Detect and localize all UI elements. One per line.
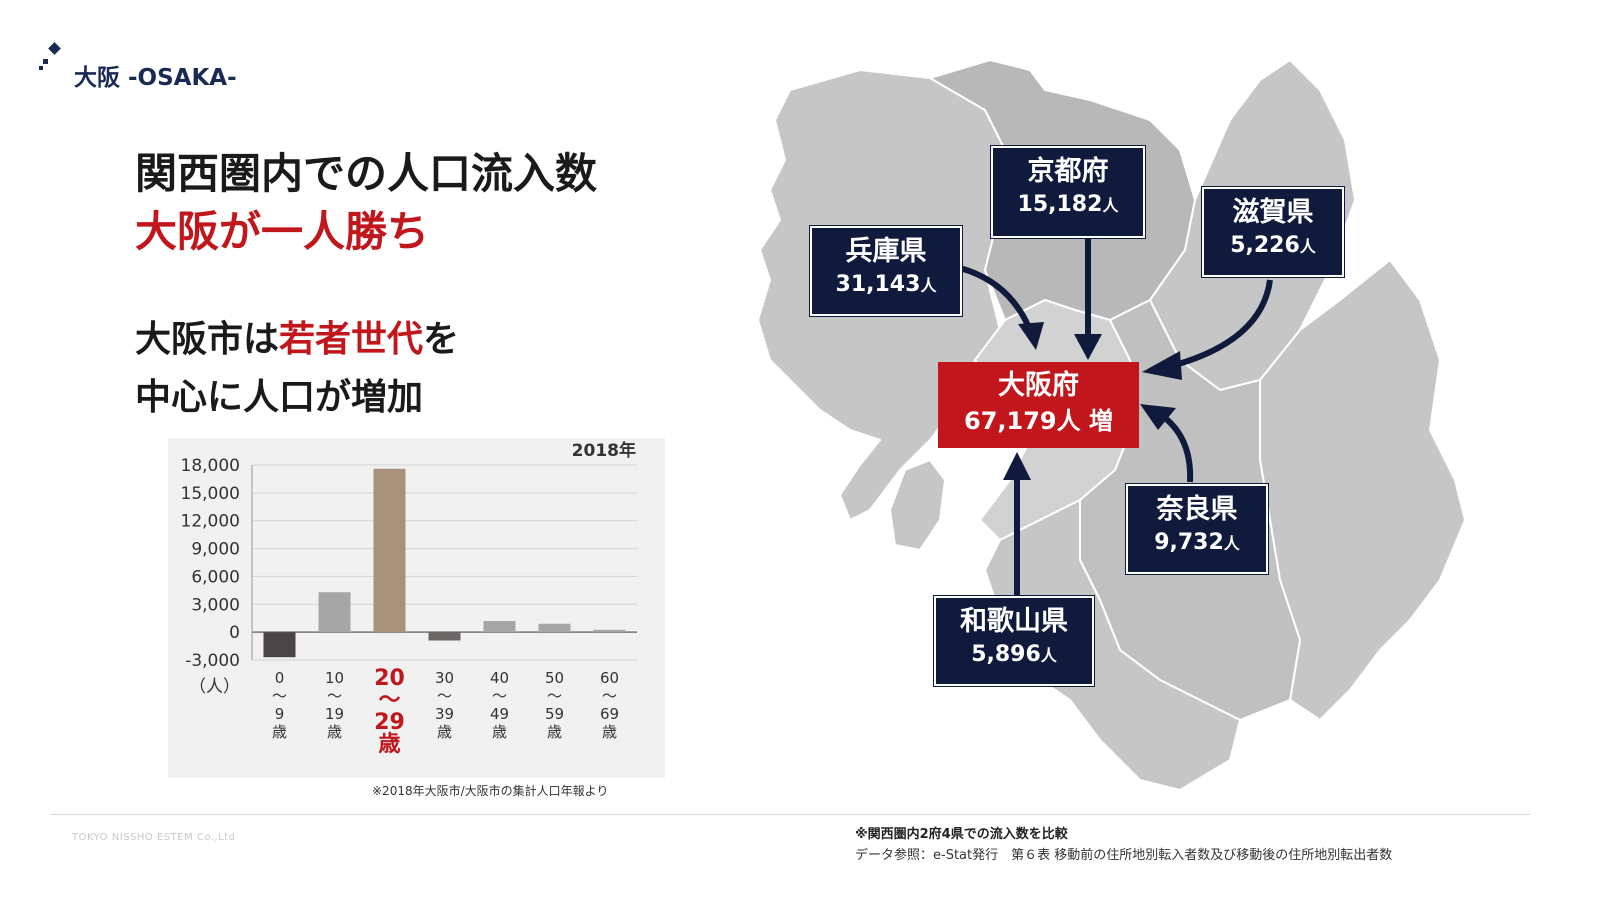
x-tick-label: 〜 <box>378 688 400 713</box>
y-tick-label: 6,000 <box>191 567 240 587</box>
x-tick-label: 〜 <box>327 687 342 705</box>
x-tick-label: 19 <box>325 705 344 723</box>
region-box-osaka: 大阪府 67,179人 増 <box>938 362 1139 448</box>
chart-bar <box>428 632 461 641</box>
region-unit-wakayama: 人 <box>1040 646 1057 665</box>
region-name-wakayama: 和歌山県 <box>960 606 1068 637</box>
region-value-shiga: 5,226 <box>1230 233 1300 258</box>
x-tick-label: 〜 <box>602 687 617 705</box>
x-tick-label: 69 <box>600 705 619 723</box>
chart-bar <box>373 468 406 633</box>
x-tick-label: 〜 <box>272 687 287 705</box>
y-tick-label: 3,000 <box>191 595 240 615</box>
x-tick-label: 40 <box>490 669 509 687</box>
region-box-wakayama: 和歌山県 5,896人 <box>934 596 1094 686</box>
x-tick-label: 歳 <box>492 723 507 741</box>
y-tick-label: 12,000 <box>181 512 240 532</box>
x-tick-label: 〜 <box>492 687 507 705</box>
x-tick-label: 歳 <box>272 723 287 741</box>
region-box-nara: 奈良県 9,732人 <box>1126 484 1268 574</box>
x-tick-label: 歳 <box>378 732 400 757</box>
chart-bar <box>593 629 626 633</box>
region-value-kyoto: 15,182 <box>1017 192 1103 217</box>
x-tick-label: 10 <box>325 669 344 687</box>
region-value-hyogo: 31,143 <box>835 272 921 297</box>
subhead-part2: を <box>423 319 460 360</box>
chart-bar <box>318 592 351 633</box>
x-tick-label: 9 <box>275 705 285 723</box>
region-unit-nara: 人 <box>1223 534 1240 553</box>
x-tick-label: 50 <box>545 669 564 687</box>
x-tick-label: 60 <box>600 669 619 687</box>
region-name-osaka: 大阪府 <box>998 370 1079 401</box>
headline-line2: 大阪が一人勝ち <box>135 207 430 256</box>
arrow-shiga <box>1174 279 1273 368</box>
chart-panel <box>168 438 665 778</box>
subhead-part1: 大阪市は <box>135 319 280 360</box>
chart-bar <box>538 623 571 633</box>
arrowhead-kyoto <box>1074 334 1102 360</box>
x-tick-label: 〜 <box>437 687 452 705</box>
y-tick-label: 9,000 <box>191 540 240 560</box>
region-unit-kyoto: 人 <box>1102 196 1119 215</box>
y-tick-label: -3,000 <box>185 651 240 671</box>
chart-source-note: ※2018年大阪市/大阪市の集計人口年報より <box>372 784 609 798</box>
x-tick-label: 歳 <box>547 723 562 741</box>
x-tick-label: 歳 <box>602 723 617 741</box>
y-tick-label: 15,000 <box>181 484 240 504</box>
company-name: TOKYO NISSHO ESTEM Co.,Ltd <box>72 832 236 843</box>
x-tick-label: 20 <box>374 666 405 691</box>
region-box-hyogo: 兵庫県 31,143人 <box>810 226 962 316</box>
brand-logo-icon <box>39 42 61 70</box>
x-tick-label: 0 <box>275 669 285 687</box>
region-name-shiga: 滋賀県 <box>1232 197 1314 228</box>
y-unit-label: （人） <box>189 677 240 697</box>
headline-line1: 関西圏内での人口流入数 <box>135 149 598 198</box>
region-box-kyoto: 京都府 15,182人 <box>991 146 1145 238</box>
x-tick-label: 39 <box>435 705 454 723</box>
chart-bar <box>263 632 296 658</box>
chart-year-label: 2018年 <box>572 440 636 461</box>
subhead-line1: 大阪市は若者世代を <box>135 310 459 362</box>
brand-title: 大阪 -OSAKA- <box>74 65 237 91</box>
arrowhead-hyogo <box>1018 322 1044 350</box>
chart-bar <box>483 621 516 633</box>
x-tick-label: 49 <box>490 705 509 723</box>
arrowhead-shiga <box>1142 351 1182 380</box>
region-value-nara: 9,732 <box>1154 530 1224 555</box>
subhead-line2: 中心に人口が増加 <box>135 377 424 418</box>
x-tick-label: 30 <box>435 669 454 687</box>
region-name-hyogo: 兵庫県 <box>845 236 927 267</box>
map-region-awaji <box>889 459 946 551</box>
x-tick-label: 歳 <box>437 723 452 741</box>
x-tick-label: 〜 <box>547 687 562 705</box>
region-value-osaka: 67,179人 増 <box>964 407 1113 435</box>
region-name-kyoto: 京都府 <box>1027 156 1109 187</box>
y-tick-label: 18,000 <box>181 456 240 476</box>
footnote-comparison: ※関西圏内2府4県での流入数を比較 <box>855 827 1068 842</box>
footnote-source: データ参照：e-Stat発行 第６表 移動前の住所地別転入者数及び移動後の住所地… <box>855 848 1393 863</box>
x-tick-label: 59 <box>545 705 564 723</box>
x-tick-label: 歳 <box>327 723 342 741</box>
subhead-highlight: 若者世代 <box>279 319 424 360</box>
x-tick-label: 29 <box>374 710 405 735</box>
arrowhead-nara <box>1140 404 1176 430</box>
arrowhead-wakayama <box>1003 452 1031 480</box>
region-name-nara: 奈良県 <box>1156 494 1238 525</box>
region-unit-shiga: 人 <box>1299 237 1316 256</box>
region-value-wakayama: 5,896 <box>971 642 1041 667</box>
y-tick-label: 0 <box>229 623 240 643</box>
arrow-hyogo <box>959 265 1033 332</box>
region-unit-hyogo: 人 <box>920 276 937 295</box>
arrow-nara <box>1163 415 1194 483</box>
region-box-shiga: 滋賀県 5,226人 <box>1202 187 1344 277</box>
footer-divider <box>50 814 1530 815</box>
